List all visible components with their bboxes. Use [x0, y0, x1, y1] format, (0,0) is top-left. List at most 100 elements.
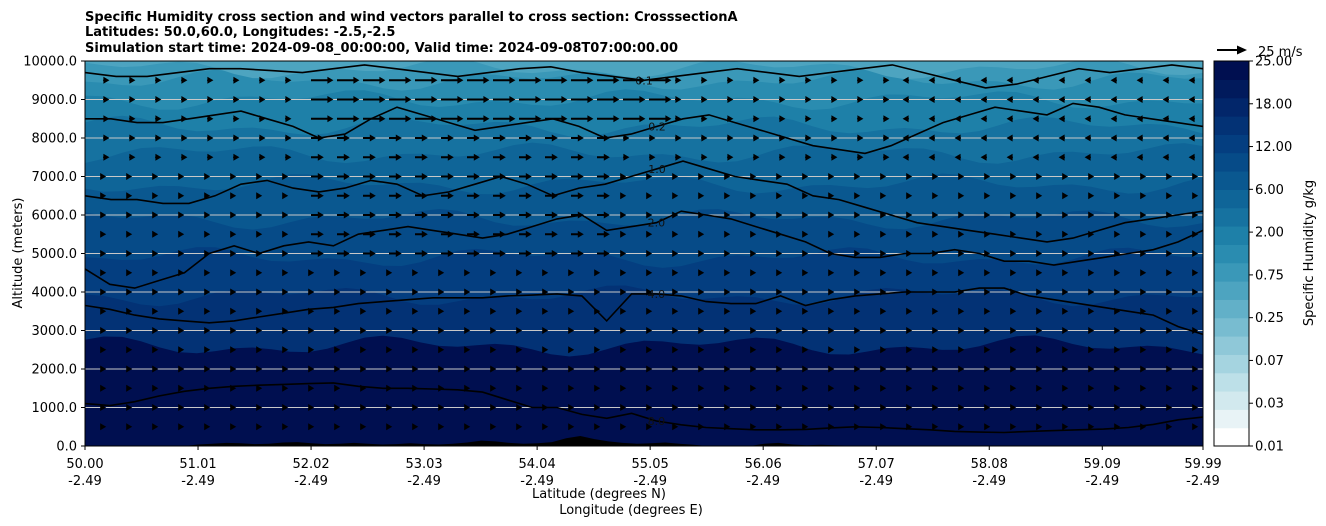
wind-vector — [646, 346, 653, 354]
wind-vector — [928, 134, 935, 142]
wind-vector — [386, 346, 393, 354]
wind-vector — [129, 76, 136, 84]
wind-vector — [646, 404, 653, 411]
wind-vector — [516, 423, 523, 431]
wind-vector — [750, 307, 757, 315]
wind-vector — [282, 307, 289, 315]
contour-4.0 — [85, 287, 1203, 336]
wind-vector — [389, 153, 402, 161]
wind-vector — [1036, 173, 1043, 180]
wind-vector — [178, 230, 185, 238]
wind-vector — [1140, 192, 1147, 200]
wind-vector — [568, 346, 575, 354]
wind-vector — [571, 153, 584, 161]
wind-vector — [285, 96, 292, 103]
wind-vector — [282, 211, 289, 219]
wind-vector — [883, 76, 890, 84]
wind-vector — [623, 134, 630, 142]
y-tick-label: 10000.0 — [23, 55, 77, 70]
wind-vector — [672, 346, 679, 354]
wind-vector — [519, 134, 532, 142]
wind-vector — [1162, 134, 1169, 142]
wind-vector — [1192, 288, 1199, 296]
wind-vector — [516, 288, 523, 296]
wind-vector — [155, 76, 162, 84]
wind-vector — [337, 96, 360, 103]
colorbar-frame — [1213, 60, 1250, 447]
wind-vector — [1058, 76, 1065, 84]
wind-vector — [285, 76, 292, 84]
wind-vector — [1036, 211, 1043, 219]
wind-vector — [311, 173, 324, 180]
wind-vector — [1140, 404, 1147, 411]
wind-vector — [100, 365, 107, 373]
wind-vector — [1084, 153, 1091, 161]
wind-vector — [155, 134, 162, 142]
wind-vector — [282, 384, 289, 392]
wind-vector — [282, 192, 289, 200]
wind-vector — [906, 404, 913, 411]
wind-vector — [802, 404, 809, 411]
wind-vector — [597, 153, 610, 161]
wind-vector — [1010, 173, 1017, 180]
wind-vector — [129, 134, 136, 142]
wind-vector — [282, 404, 289, 411]
wind-vector — [724, 346, 731, 354]
wind-vector — [1110, 153, 1117, 161]
wind-vector — [646, 365, 653, 373]
wind-vector — [152, 346, 159, 354]
wind-vector — [672, 384, 679, 392]
wind-vector — [441, 134, 454, 142]
wind-vector — [980, 153, 987, 161]
wind-vector — [958, 404, 965, 411]
wind-vector — [776, 346, 783, 354]
colorbar-segment — [1214, 262, 1249, 282]
y-tick-label: 7000.0 — [32, 170, 78, 185]
wind-vector — [750, 269, 757, 277]
wind-vector — [1114, 288, 1121, 296]
wind-vector — [724, 192, 731, 200]
contour-label-2.0: 2.0 — [648, 217, 666, 230]
wind-vector — [152, 288, 159, 296]
wind-vector — [568, 307, 575, 315]
colorbar-segment — [1214, 409, 1249, 429]
wind-vector — [337, 173, 350, 180]
wind-vector — [854, 269, 861, 277]
wind-vector — [1192, 365, 1199, 373]
wind-vector — [412, 288, 419, 296]
wind-vector — [779, 134, 786, 142]
wind-vector — [1084, 115, 1091, 123]
wind-vector — [753, 134, 760, 142]
wind-vector — [308, 327, 315, 334]
wind-vector — [597, 250, 610, 257]
wind-vector — [1140, 346, 1147, 354]
wind-vector — [854, 346, 861, 354]
colorbar-tick-label: 6.00 — [1255, 183, 1284, 198]
wind-vector — [1036, 404, 1043, 411]
wind-vector — [675, 115, 682, 123]
wind-vector — [906, 173, 913, 180]
wind-vector — [207, 134, 214, 142]
colorbar-segment — [1214, 152, 1249, 172]
wind-vector — [1114, 211, 1121, 219]
wind-vector — [1006, 153, 1013, 161]
wind-vector — [958, 307, 965, 315]
wind-vector — [883, 153, 890, 161]
wind-vector — [1010, 269, 1017, 277]
wind-vector — [932, 288, 939, 296]
wind-vector — [230, 307, 237, 315]
x-tick-lat: 55.05 — [632, 457, 669, 472]
wind-vector — [334, 423, 341, 431]
y-tick-label: 1000.0 — [32, 401, 78, 416]
wind-vector — [285, 115, 292, 123]
wind-vector — [649, 153, 656, 161]
wind-vector — [519, 211, 532, 219]
wind-vector — [337, 211, 350, 219]
colorbar-segment — [1214, 207, 1249, 227]
y-tick-label: 2000.0 — [32, 363, 78, 378]
wind-vector — [1036, 192, 1043, 200]
wind-vector — [259, 96, 266, 103]
wind-vector — [620, 288, 627, 296]
wind-vector — [932, 384, 939, 392]
wind-vector — [698, 250, 705, 257]
